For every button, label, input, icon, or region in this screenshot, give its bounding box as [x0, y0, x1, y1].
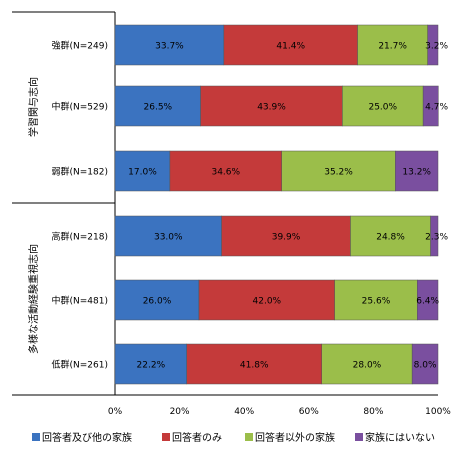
bar-segment: [114, 215, 222, 257]
legend-item: 回答者以外の家族: [245, 431, 335, 444]
x-tick-label: 20%: [170, 407, 190, 417]
category-label: 中群(N=529): [52, 101, 108, 113]
bar-segment: [223, 24, 358, 66]
bar-segment: [350, 215, 431, 257]
data-label: 2.3%: [425, 233, 448, 243]
bar-segment: [422, 85, 439, 127]
data-label: 42.0%: [253, 297, 282, 307]
category-label: 弱群(N=182): [52, 166, 108, 178]
legend-item: 家族にはいない: [355, 431, 435, 444]
group-label: 学習関与志向: [27, 77, 40, 137]
bar-segment: [198, 279, 335, 321]
x-tick-labels: 0% 20% 40% 60% 80% 100%: [108, 407, 451, 417]
data-label: 41.4%: [276, 42, 305, 52]
x-tick-label: 0%: [108, 407, 123, 417]
bar-segment: [114, 150, 171, 192]
bar-segment: [430, 215, 439, 257]
category-labels: 強群(N=249) 中群(N=529) 弱群(N=182) 高群(N=218) 中群(N…: [52, 40, 108, 371]
bar-segment: [221, 215, 351, 257]
legend-label: 回答者及び他の家族: [42, 431, 132, 444]
bar-segment: [334, 279, 418, 321]
data-label: 39.9%: [272, 233, 301, 243]
x-tick-label: 40%: [234, 407, 254, 417]
chart-frame: [12, 11, 438, 396]
data-label: 43.9%: [257, 103, 286, 113]
data-label: 13.2%: [402, 168, 431, 178]
bar-segment: [114, 85, 201, 127]
data-label: 24.8%: [376, 233, 405, 243]
bar-segment: [114, 279, 200, 321]
legend-item: 回答者及び他の家族: [32, 431, 132, 444]
data-label: 22.2%: [137, 361, 166, 371]
bar-segment: [342, 85, 424, 127]
bar-segment: [169, 150, 282, 192]
data-label: 34.6%: [211, 168, 240, 178]
bar-segment: [281, 150, 396, 192]
bar-segment: [417, 279, 439, 321]
legend-swatch: [355, 433, 363, 441]
bar-segment: [114, 343, 187, 385]
category-label: 中群(N=481): [52, 295, 108, 307]
bar-segment: [186, 343, 322, 385]
bar-segment: [321, 343, 413, 385]
data-label: 6.4%: [416, 297, 439, 307]
data-label: 35.2%: [324, 168, 353, 178]
legend-swatch: [32, 433, 40, 441]
bar-segment: [427, 24, 439, 66]
data-label: 8.0%: [414, 361, 437, 371]
data-label: 21.7%: [378, 42, 407, 52]
bar-segment: [395, 150, 439, 192]
data-label: 4.7%: [425, 103, 448, 113]
legend-swatch: [245, 433, 253, 441]
legend-label: 回答者以外の家族: [255, 431, 335, 444]
data-label: 33.7%: [155, 42, 184, 52]
category-label: 強群(N=249): [52, 40, 108, 52]
data-label: 26.5%: [144, 103, 173, 113]
bar-segment: [114, 24, 225, 66]
x-tick-label: 100%: [425, 407, 451, 417]
x-tick-label: 80%: [363, 407, 383, 417]
data-label: 17.0%: [128, 168, 157, 178]
legend: 回答者及び他の家族 回答者のみ 回答者以外の家族 家族にはいない: [32, 431, 435, 444]
data-label: 25.6%: [362, 297, 391, 307]
data-label: 26.0%: [143, 297, 172, 307]
bar-segment: [357, 24, 428, 66]
legend-item: 回答者のみ: [162, 431, 222, 444]
legend-swatch: [162, 433, 170, 441]
data-label: 28.0%: [353, 361, 382, 371]
legend-label: 家族にはいない: [365, 431, 435, 444]
data-label: 3.2%: [425, 42, 448, 52]
x-tick-label: 60%: [299, 407, 319, 417]
bars: 33.7% 41.4% 21.7% 3.2% 26.5% 43.9% 25.0% 4.7% 17…: [114, 24, 448, 385]
category-label: 低群(N=261): [52, 359, 108, 371]
data-label: 25.0%: [368, 103, 397, 113]
group-label: 多様な活動経験重視志向: [27, 244, 40, 354]
bar-segment: [411, 343, 439, 385]
category-label: 高群(N=218): [52, 231, 108, 243]
legend-label: 回答者のみ: [172, 431, 222, 444]
bar-segment: [200, 85, 343, 127]
data-label: 33.0%: [154, 233, 183, 243]
data-label: 41.8%: [240, 361, 269, 371]
